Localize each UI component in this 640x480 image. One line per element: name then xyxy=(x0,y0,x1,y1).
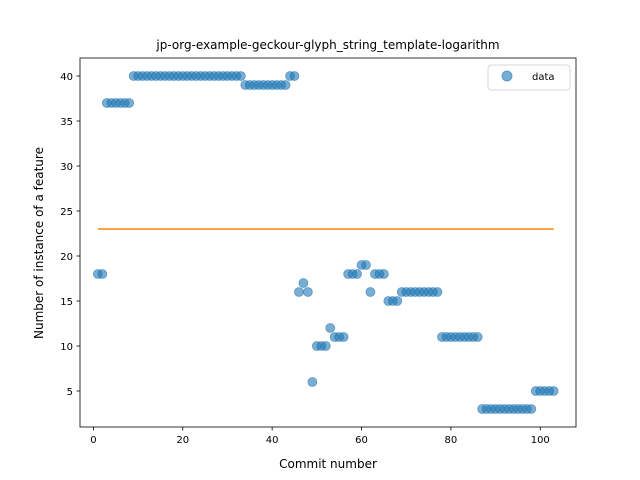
chart-title: jp-org-example-geckour-glyph_string_temp… xyxy=(155,38,499,52)
data-point xyxy=(124,98,135,108)
data-point xyxy=(235,71,246,81)
y-tick-label: 40 xyxy=(60,72,73,83)
data-point xyxy=(548,386,559,396)
x-tick-label: 40 xyxy=(266,435,279,446)
data-point xyxy=(365,287,376,297)
data-point xyxy=(280,80,291,90)
x-tick-label: 100 xyxy=(531,435,550,446)
data-point xyxy=(325,323,336,333)
y-axis-ticks: 5 10 15 20 25 30 35 40 xyxy=(60,72,80,398)
legend-label: data xyxy=(532,72,555,83)
data-point xyxy=(289,71,300,81)
y-tick-label: 35 xyxy=(60,117,73,128)
y-tick-label: 5 xyxy=(67,387,73,398)
data-point xyxy=(432,287,443,297)
x-tick-label: 80 xyxy=(445,435,458,446)
y-tick-label: 20 xyxy=(60,252,73,263)
axes-frame xyxy=(79,57,577,428)
data-point xyxy=(526,404,537,414)
scatter-points xyxy=(92,71,559,414)
data-point xyxy=(294,287,304,297)
x-tick-label: 0 xyxy=(90,435,96,446)
data-point xyxy=(302,287,313,297)
y-tick-label: 15 xyxy=(60,297,73,308)
data-point xyxy=(97,269,108,279)
data-point xyxy=(298,278,309,288)
x-axis-label: Commit number xyxy=(279,457,377,471)
data-point xyxy=(392,296,403,306)
x-tick-label: 60 xyxy=(355,435,368,446)
y-axis-label: Number of instance of a feature xyxy=(32,147,46,339)
data-point xyxy=(320,341,331,351)
y-tick-label: 25 xyxy=(60,207,73,218)
data-point xyxy=(378,269,389,279)
data-point xyxy=(307,377,318,387)
y-tick-label: 10 xyxy=(60,342,73,353)
legend-marker xyxy=(501,70,513,82)
x-axis-ticks: 0 20 40 60 80 100 xyxy=(90,427,550,446)
legend-box xyxy=(487,64,571,91)
y-tick-label: 30 xyxy=(60,162,73,173)
data-point xyxy=(338,332,349,342)
data-point xyxy=(352,269,362,279)
data-point xyxy=(361,260,371,270)
legend: data xyxy=(487,64,571,91)
x-tick-label: 20 xyxy=(176,435,189,446)
data-point xyxy=(472,332,483,342)
